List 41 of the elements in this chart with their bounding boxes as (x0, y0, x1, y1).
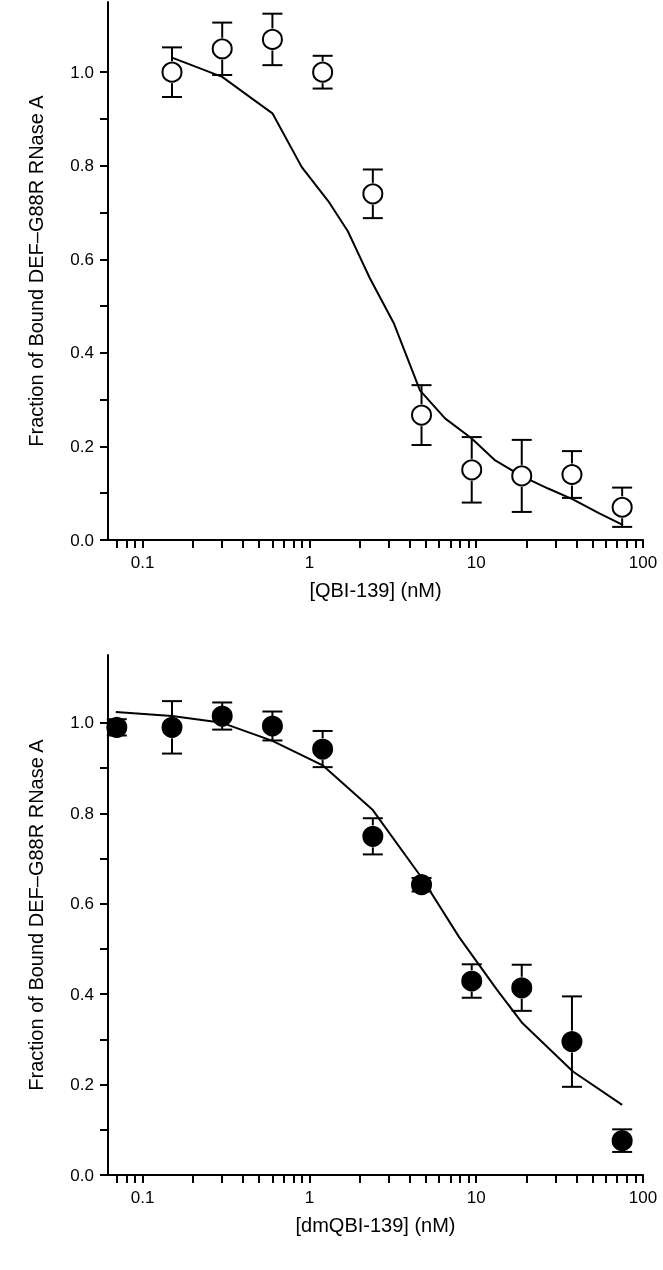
x-axis-title: [dmQBI-139] (nM) (295, 1214, 456, 1236)
point (211, 38, 233, 60)
point (161, 716, 183, 738)
x-tick-label: 1 (304, 553, 315, 572)
point (611, 496, 633, 518)
y-tick-label: 0.0 (70, 1165, 94, 1185)
x-tick-label: 100 (628, 1188, 658, 1207)
y-tick-label: 0.8 (70, 803, 94, 823)
y-tick-label: 0.8 (70, 156, 94, 176)
point (312, 738, 334, 760)
point (312, 61, 334, 83)
y-tick-label: 0.0 (70, 530, 94, 550)
point (411, 404, 433, 426)
point (511, 977, 533, 999)
point (561, 464, 583, 485)
point (511, 465, 533, 487)
y-tick-label: 0.2 (70, 1075, 94, 1095)
point (461, 459, 483, 481)
x-tick-label: 0.1 (130, 553, 155, 572)
x-tick-label: 10 (466, 553, 486, 572)
y-tick-label: 0.6 (70, 249, 94, 269)
point (261, 28, 283, 50)
x-axis-title: [QBI-139] (nM) (309, 579, 442, 601)
y-tick-label: 0.6 (70, 894, 94, 914)
x-tick-label: 0.1 (130, 1188, 155, 1207)
point (561, 1031, 583, 1053)
y-tick-label: 1.0 (70, 713, 94, 733)
point (362, 825, 384, 847)
x-tick-label: 1 (304, 1188, 315, 1207)
x-tick-label: 10 (466, 1188, 486, 1207)
point (362, 183, 384, 205)
x-tick-label: 100 (628, 553, 658, 572)
point (161, 61, 183, 83)
point (461, 970, 483, 992)
y-tick-label: 0.2 (70, 436, 94, 456)
y-tick-label: 0.4 (70, 343, 94, 363)
y-tick-label: 1.0 (70, 62, 94, 82)
y-axis-title: Fraction of Bound DEF–G88R RNase A (25, 738, 47, 1091)
y-tick-label: 0.4 (70, 984, 94, 1004)
y-axis-title: Fraction of Bound DEF–G88R RNase A (25, 94, 47, 447)
point (261, 715, 283, 737)
